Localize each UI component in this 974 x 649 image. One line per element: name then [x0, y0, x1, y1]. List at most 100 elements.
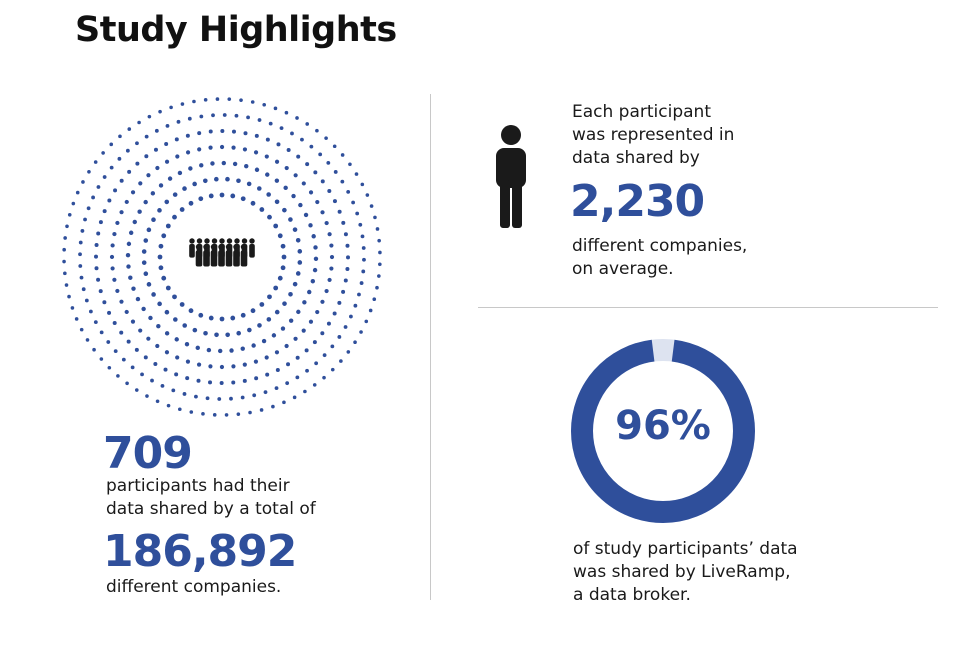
- ring-dot: [358, 222, 363, 227]
- ring-dot: [359, 281, 364, 285]
- crowd-figure-head: [226, 238, 233, 244]
- ring-dot: [125, 381, 129, 386]
- crowd-figure-head: [210, 243, 218, 251]
- crowd-figure-head: [211, 238, 218, 244]
- ring-dot: [203, 330, 208, 336]
- ring-dot: [218, 348, 223, 354]
- ring-dot: [244, 163, 249, 169]
- ring-dot: [240, 196, 246, 202]
- ring-dot: [214, 332, 219, 338]
- ring-dot: [99, 357, 104, 361]
- ring-dot: [130, 319, 136, 324]
- ring-dot: [141, 260, 147, 265]
- ring-dot: [341, 220, 346, 225]
- ring-dot: [291, 193, 296, 199]
- ring-dot: [284, 110, 289, 115]
- ring-dot: [266, 192, 271, 197]
- ring-dot: [346, 255, 350, 260]
- crowd-icon: [189, 238, 255, 267]
- ring-dot: [131, 286, 136, 291]
- ring-dot: [160, 384, 165, 388]
- ring-dot: [196, 378, 201, 383]
- ring-dot: [368, 308, 373, 313]
- ring-dot: [184, 342, 190, 347]
- ring-dot: [164, 159, 170, 164]
- ring-dot: [303, 389, 307, 394]
- ring-dot: [220, 129, 225, 133]
- ring-dot: [80, 229, 85, 233]
- ring-dot: [320, 299, 325, 304]
- ring-dot: [94, 254, 98, 259]
- ring-dot: [119, 178, 124, 183]
- ring-dot: [153, 361, 158, 366]
- ring-dot: [124, 199, 129, 205]
- ring-dot: [185, 133, 190, 138]
- ring-dot: [242, 147, 248, 152]
- ring-dot: [292, 281, 298, 287]
- ring-dot: [281, 254, 287, 260]
- ring-dot: [198, 196, 204, 202]
- ring-dot: [301, 181, 306, 186]
- ring-dot: [315, 199, 320, 205]
- ring-dot: [232, 161, 238, 167]
- ring-dot: [346, 350, 351, 354]
- ring-dot: [257, 118, 262, 122]
- crowd-figure-head: [203, 243, 210, 251]
- ring-dot: [199, 163, 204, 168]
- ring-dot: [137, 120, 141, 125]
- ring-dot: [119, 210, 124, 215]
- participants-text-line-2: data shared by a total of: [106, 499, 316, 519]
- ring-dot: [165, 223, 171, 229]
- person-icon: [496, 125, 526, 228]
- ring-dot: [197, 131, 202, 136]
- ring-dot: [74, 317, 79, 321]
- ring-dot: [292, 227, 298, 232]
- ring-dot: [109, 254, 115, 260]
- ring-dot: [118, 134, 122, 139]
- ring-dot: [63, 271, 67, 276]
- ring-dot: [369, 204, 374, 208]
- ring-dot: [196, 362, 202, 367]
- ring-dot: [182, 186, 187, 191]
- ring-dot: [201, 412, 205, 416]
- ring-dot: [161, 233, 167, 239]
- ring-dot: [268, 121, 273, 126]
- ring-dot: [87, 169, 91, 174]
- ring-dot: [110, 243, 115, 248]
- crowd-figure-body: [218, 250, 225, 267]
- ring-dot: [165, 123, 170, 128]
- ring-dot: [197, 147, 202, 152]
- ring-dot: [267, 214, 272, 220]
- ring-dot: [135, 141, 139, 146]
- ring-dot: [332, 311, 337, 316]
- ring-dot: [327, 232, 332, 237]
- ring-dot: [128, 230, 134, 235]
- ring-dot: [330, 367, 335, 372]
- ring-dot: [337, 300, 342, 305]
- ring-dot: [250, 200, 256, 206]
- ring-dot: [310, 279, 316, 284]
- ring-dot: [313, 245, 318, 250]
- ring-dot: [115, 220, 120, 226]
- ring-fill: [571, 339, 755, 523]
- ring-dot: [174, 337, 179, 342]
- ring-dot: [360, 234, 365, 239]
- ring-dot: [296, 154, 301, 159]
- ring-dot: [195, 345, 200, 351]
- ring-dot: [125, 148, 130, 153]
- ring-dot: [192, 99, 196, 104]
- ring-dot: [138, 181, 143, 186]
- ring-dot: [101, 151, 105, 155]
- ring-dot: [275, 367, 280, 372]
- ring-dot: [298, 202, 303, 208]
- ring-dot: [126, 339, 131, 344]
- ring-dot: [75, 190, 80, 195]
- ring-dot: [145, 394, 149, 398]
- ring-dot: [166, 403, 171, 408]
- ring-dot: [288, 318, 294, 323]
- vertical-divider: [430, 94, 431, 600]
- ring-dot: [378, 262, 382, 267]
- crowd-figure-body: [249, 243, 255, 258]
- ring-dot: [107, 365, 112, 370]
- ring-dot: [284, 343, 289, 349]
